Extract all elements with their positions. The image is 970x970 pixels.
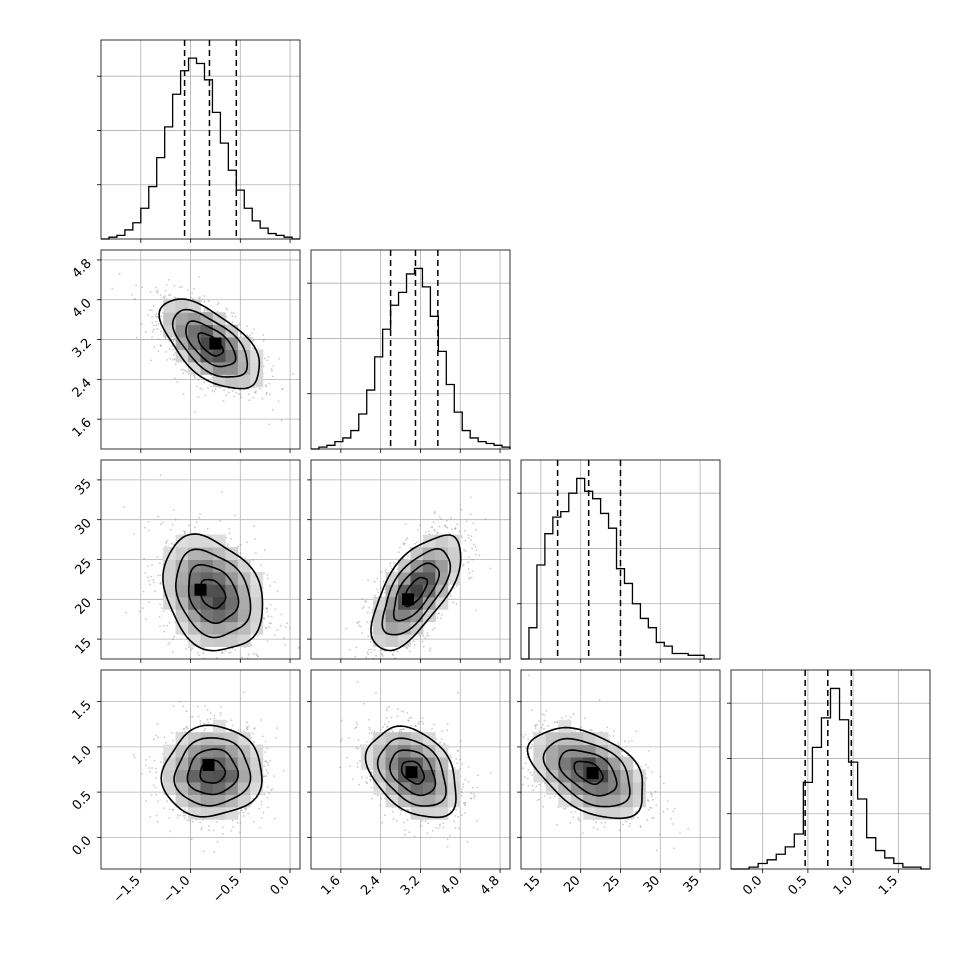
contour-level-2 bbox=[173, 737, 252, 807]
y-tick-label: 1.0 bbox=[70, 743, 95, 768]
contour-level-0 bbox=[404, 576, 429, 608]
scatter-panel-3-1 bbox=[307, 669, 511, 873]
x-tick-label: 30 bbox=[641, 873, 663, 895]
x-tick-label: 3.2 bbox=[398, 873, 423, 898]
contour-level-1 bbox=[187, 564, 240, 624]
histogram-step bbox=[101, 57, 300, 240]
contour-level-2 bbox=[171, 308, 249, 378]
histogram-panel-3 bbox=[727, 669, 931, 873]
contour-level-0 bbox=[400, 760, 425, 785]
axes-frame bbox=[520, 459, 721, 660]
x-tick-label: 0.0 bbox=[740, 873, 765, 898]
y-tick-label: 1.6 bbox=[70, 415, 95, 440]
contour-level-1 bbox=[186, 748, 240, 796]
x-tick-label: 25 bbox=[601, 873, 623, 895]
contour-level-1 bbox=[558, 749, 618, 797]
contour-level-2 bbox=[542, 737, 631, 808]
scatter-panel-3-2 bbox=[517, 669, 721, 873]
x-tick-label: 2.4 bbox=[358, 873, 383, 898]
scatter-panel-2-0 bbox=[97, 459, 301, 663]
y-tick-label: 20 bbox=[73, 596, 95, 618]
x-tick-label: 15 bbox=[521, 873, 543, 895]
axes-frame bbox=[310, 249, 511, 450]
x-tick-label: 1.0 bbox=[831, 873, 856, 898]
density-peak bbox=[405, 766, 418, 779]
x-tick-label: 4.8 bbox=[478, 873, 503, 898]
y-tick-label: 0.0 bbox=[70, 834, 95, 859]
contour-level-1 bbox=[389, 749, 437, 797]
contour-level-3 bbox=[162, 533, 264, 652]
x-tick-label: 0.5 bbox=[785, 873, 810, 898]
y-tick-label: 15 bbox=[73, 635, 95, 657]
contour-level-0 bbox=[199, 759, 227, 784]
scatter-panel-3-0 bbox=[97, 669, 301, 873]
x-tick-label: 4.0 bbox=[438, 873, 463, 898]
contour-level-1 bbox=[185, 320, 237, 368]
x-tick-label: 20 bbox=[561, 873, 583, 895]
contour-level-0 bbox=[573, 760, 604, 785]
contour-level-0 bbox=[197, 332, 225, 357]
axes-frame bbox=[100, 39, 301, 240]
contour-level-3 bbox=[370, 534, 462, 652]
axes-frame bbox=[310, 669, 511, 870]
x-tick-label: −1.5 bbox=[111, 873, 144, 906]
density-peak bbox=[209, 337, 222, 350]
contour-level-3 bbox=[364, 725, 457, 819]
contour-level-2 bbox=[376, 737, 447, 807]
contour-level-3 bbox=[526, 726, 644, 820]
y-tick-label: 1.5 bbox=[70, 698, 95, 723]
histogram-panel-0 bbox=[97, 39, 301, 243]
histogram-step bbox=[521, 477, 713, 660]
axes-frame bbox=[100, 669, 301, 870]
y-tick-label: 4.0 bbox=[70, 296, 95, 321]
density-peak bbox=[586, 767, 599, 780]
y-tick-label: 35 bbox=[73, 476, 95, 498]
contour-level-3 bbox=[160, 724, 263, 818]
x-tick-label: −1.0 bbox=[160, 873, 193, 906]
axes-frame bbox=[100, 459, 301, 660]
axes-frame bbox=[100, 249, 301, 450]
contour-level-3 bbox=[158, 298, 261, 390]
histogram-step bbox=[311, 267, 511, 450]
contour-level-2 bbox=[174, 548, 252, 639]
y-tick-label: 3.2 bbox=[70, 336, 95, 361]
axes-frame bbox=[310, 459, 511, 660]
x-tick-label: 1.6 bbox=[318, 873, 343, 898]
histogram-step bbox=[731, 687, 930, 870]
x-tick-label: −0.5 bbox=[210, 873, 243, 906]
contour-level-2 bbox=[381, 547, 452, 636]
scatter-panel-1-0 bbox=[97, 249, 301, 453]
contour-level-0 bbox=[199, 578, 227, 610]
y-tick-label: 30 bbox=[73, 516, 95, 538]
density-peak bbox=[202, 759, 215, 771]
axes-frame bbox=[520, 669, 721, 870]
y-tick-label: 0.5 bbox=[70, 788, 95, 813]
x-tick-label: 35 bbox=[681, 873, 703, 895]
contour-level-1 bbox=[392, 562, 441, 622]
y-tick-label: 2.4 bbox=[70, 376, 95, 401]
axes-frame bbox=[730, 669, 931, 870]
histogram-panel-1 bbox=[307, 249, 511, 453]
x-tick-label: 0.0 bbox=[268, 873, 293, 898]
y-tick-label: 4.8 bbox=[70, 256, 95, 281]
x-tick-label: 1.5 bbox=[876, 873, 901, 898]
histogram-panel-2 bbox=[517, 459, 721, 663]
y-tick-label: 25 bbox=[73, 556, 95, 578]
scatter-panel-2-1 bbox=[307, 459, 511, 663]
